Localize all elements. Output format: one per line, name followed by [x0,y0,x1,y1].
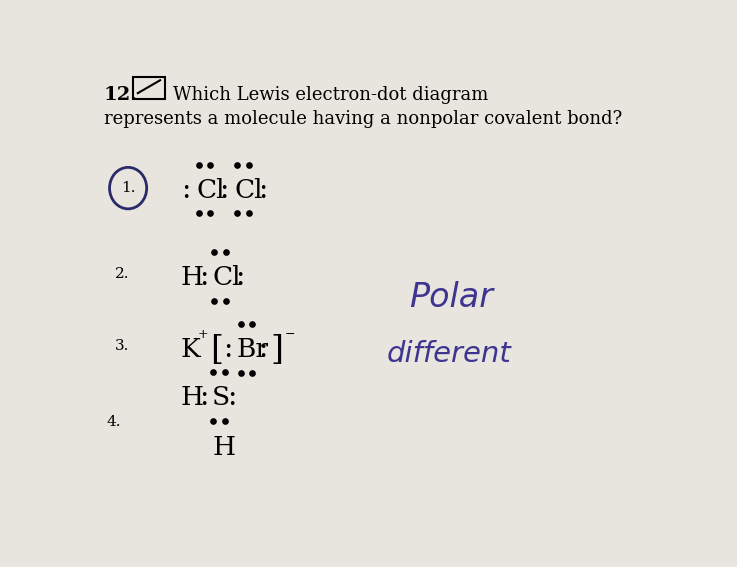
Text: Which Lewis electron-dot diagram: Which Lewis electron-dot diagram [173,86,489,104]
Text: ]: ] [271,333,284,366]
Text: 4.: 4. [106,415,121,429]
Text: −: − [285,328,296,341]
Text: different: different [386,340,511,368]
Text: 1.: 1. [121,181,136,195]
Text: K: K [181,337,200,362]
Text: +: + [198,328,209,341]
Text: :: : [258,177,267,204]
Text: Polar: Polar [409,281,493,314]
Text: [: [ [210,333,223,366]
Text: 2.: 2. [115,266,130,281]
Text: :: : [220,177,229,204]
Text: :: : [199,264,209,291]
Text: Br: Br [237,337,268,362]
Text: 3.: 3. [115,338,130,353]
Text: :: : [181,177,190,204]
Text: H: H [212,435,235,460]
Text: Cl: Cl [212,265,240,290]
Text: :: : [199,384,209,411]
Text: 12.: 12. [103,86,138,104]
Text: :: : [228,384,237,411]
Text: :: : [259,336,268,363]
Text: H: H [181,385,204,410]
Text: S: S [212,385,230,410]
Text: :: : [235,264,244,291]
Text: Cl: Cl [235,178,263,203]
Text: represents a molecule having a nonpolar covalent bond?: represents a molecule having a nonpolar … [103,109,622,128]
Text: Cl: Cl [197,178,225,203]
Text: H: H [181,265,204,290]
Bar [133,77,164,99]
Text: :: : [223,336,233,363]
